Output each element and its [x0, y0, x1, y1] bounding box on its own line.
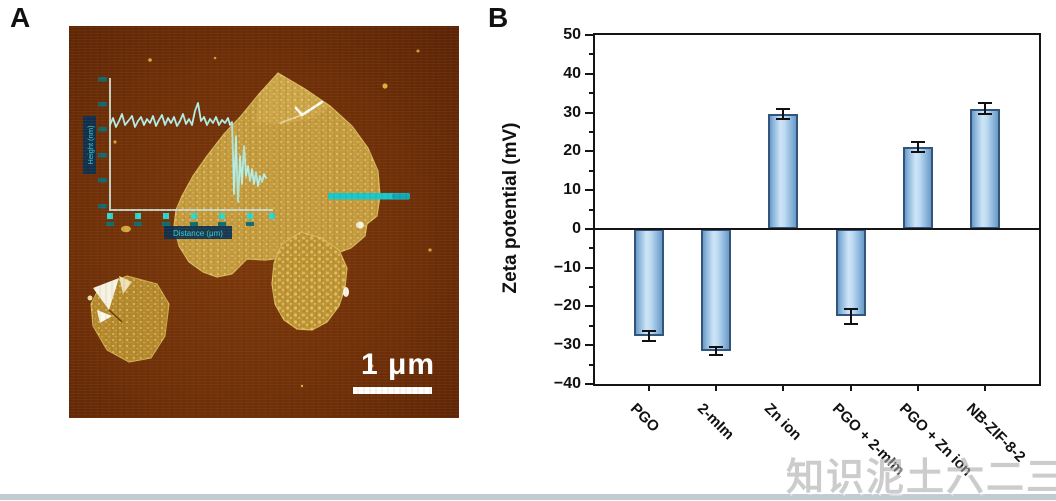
panel-a-label: A	[10, 2, 31, 33]
inset-axes	[109, 78, 273, 211]
watermark: 知识泥土六二三	[786, 457, 1056, 499]
y-minor-tick	[589, 286, 595, 289]
inset-y-axis-label: Height (nm)	[86, 125, 95, 165]
bar	[634, 228, 664, 336]
x-category-label: Zn ion	[761, 400, 806, 444]
bar	[902, 147, 933, 229]
error-bar	[916, 142, 919, 152]
error-bar-cap	[910, 150, 925, 153]
y-minor-tick	[589, 324, 595, 327]
y-tick-label: 20	[563, 142, 581, 160]
bar	[768, 114, 799, 229]
y-minor-tick	[589, 247, 595, 250]
y-tick-label: −10	[553, 258, 581, 276]
y-tick-label: 10	[563, 181, 581, 199]
error-bar	[849, 308, 852, 324]
y-minor-tick	[589, 208, 595, 211]
bar	[701, 228, 732, 351]
afm-scan-noise	[69, 26, 459, 418]
inset-y-tick-labels	[98, 77, 107, 209]
y-tick	[585, 34, 595, 36]
error-bar-cap	[843, 322, 858, 325]
y-axis-title: Zeta potential (mV)	[500, 122, 521, 294]
y-minor-tick	[589, 363, 595, 366]
error-bar-cap	[709, 353, 724, 356]
error-bar-cap	[978, 101, 992, 104]
inset-profile-trace	[109, 102, 267, 203]
y-tick-label: −20	[553, 297, 581, 315]
x-category-label: 2-mIm	[694, 400, 738, 444]
bright-spot	[343, 287, 349, 297]
y-tick	[585, 383, 595, 385]
y-tick-label: −40	[553, 375, 581, 392]
crystal	[119, 276, 132, 294]
y-tick-label: 0	[572, 219, 581, 237]
flake-right	[271, 231, 349, 331]
panel-b-label: B	[488, 2, 509, 33]
error-bar-cap	[776, 108, 791, 111]
x-category-label: PGO	[626, 400, 663, 436]
y-tick	[585, 305, 595, 308]
y-tick	[585, 150, 595, 153]
flake-left	[87, 275, 170, 363]
crystal	[97, 310, 112, 323]
y-tick	[585, 72, 595, 75]
zeta-potential-chart: 50 40 30 20 10 0 −10 −20 −30 −40 PGO 2-mIm Zn ion PGO…	[554, 26, 1041, 479]
error-bar-cap	[978, 113, 992, 116]
error-bar-cap	[642, 329, 656, 332]
afm-image-canvas: Height (nm) Distance (μm)	[69, 26, 459, 418]
error-bar	[648, 330, 650, 341]
bar	[970, 108, 1000, 229]
x-tick	[648, 384, 650, 391]
scale-bar	[353, 387, 432, 394]
bright-spot	[356, 221, 364, 229]
inset-x-ticks	[106, 213, 275, 226]
y-minor-tick	[589, 92, 595, 95]
y-tick-label: 30	[563, 103, 581, 121]
error-bar-cap	[843, 307, 858, 310]
x-tick	[916, 384, 919, 391]
y-tick	[585, 344, 595, 347]
y-tick	[585, 227, 595, 230]
profile-section-line	[328, 193, 410, 200]
x-tick	[849, 384, 852, 391]
y-tick-label: 50	[563, 26, 581, 43]
inset-height-profile: Height (nm) Distance (μm)	[83, 77, 275, 239]
error-bar-cap	[642, 339, 656, 342]
error-bar	[984, 102, 986, 115]
background-specks	[113, 49, 432, 388]
y-tick-label: 40	[563, 64, 581, 82]
error-bar	[782, 109, 785, 120]
scale-bar-label: 1 μm	[361, 348, 436, 381]
afm-image: Height (nm) Distance (μm) 1 μm	[69, 26, 459, 418]
error-bar-cap	[776, 118, 791, 121]
error-bar	[715, 346, 718, 355]
inset-x-axis-label: Distance (μm)	[173, 229, 223, 238]
bar	[835, 228, 866, 317]
error-bar-cap	[709, 345, 724, 348]
y-minor-tick	[589, 169, 595, 172]
y-tick	[585, 189, 595, 192]
y-tick	[585, 266, 595, 269]
y-minor-tick	[589, 53, 595, 56]
error-bar-cap	[910, 141, 925, 144]
x-tick	[984, 384, 986, 391]
y-tick	[585, 111, 595, 114]
y-tick-label: −30	[553, 336, 581, 354]
crystal	[93, 278, 119, 310]
zero-line	[595, 227, 1039, 230]
bottom-edge-strip	[0, 494, 1056, 500]
x-tick	[715, 384, 718, 391]
y-minor-tick	[589, 130, 595, 133]
x-tick	[782, 384, 785, 391]
